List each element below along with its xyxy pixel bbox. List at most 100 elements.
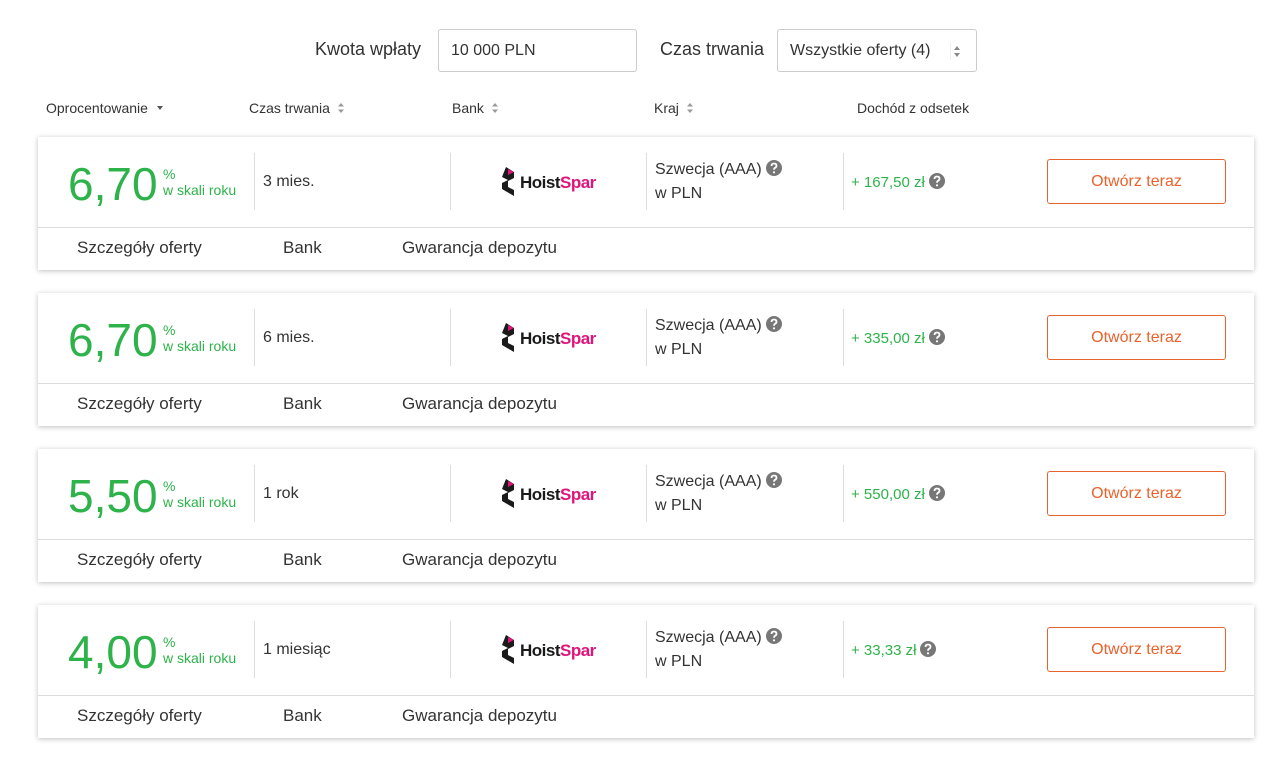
- offer-tab[interactable]: Gwarancja depozytu: [402, 550, 557, 569]
- offer-tab[interactable]: Bank: [283, 550, 322, 569]
- offer-tab[interactable]: Bank: [283, 706, 322, 725]
- column-header[interactable]: Kraj: [654, 100, 694, 116]
- sort-icon: [337, 103, 344, 113]
- column-divider: [843, 309, 844, 366]
- logo-text-hoist: Hoist: [520, 641, 561, 660]
- rate: 4,00: [68, 626, 158, 678]
- currency: w PLN: [655, 341, 703, 358]
- column-divider: [450, 309, 451, 366]
- offer-card: 6,70% w skali roku 6 mies. HoistSpar Szwecja…: [38, 293, 1254, 426]
- offer-tab[interactable]: Szczegóły oferty: [77, 394, 202, 413]
- bank-logo: HoistSpar: [500, 479, 600, 509]
- logo-mark: [502, 323, 514, 352]
- logo-mark: [502, 479, 514, 508]
- duration-value: Wszystkie oferty (4): [790, 42, 931, 59]
- offer-tab[interactable]: Bank: [283, 238, 322, 257]
- offer-tab[interactable]: Bank: [283, 394, 322, 413]
- column-header-text: Bank: [452, 100, 484, 116]
- currency: w PLN: [655, 497, 703, 514]
- logo-text: HoistSpar: [520, 173, 596, 193]
- column-header[interactable]: Oprocentowanie: [46, 100, 164, 116]
- term: 6 mies.: [263, 329, 315, 346]
- column-header[interactable]: Bank: [452, 100, 499, 116]
- column-header-text: Kraj: [654, 100, 679, 116]
- country-text: Szwecja (AAA): [655, 317, 762, 334]
- logo-text-spar: Spar: [560, 641, 596, 660]
- column-divider: [843, 465, 844, 522]
- help-icon: [928, 173, 945, 189]
- logo-text-hoist: Hoist: [520, 329, 561, 348]
- income: + 335,00 zł: [851, 329, 945, 347]
- offer-tab[interactable]: Gwarancja depozytu: [402, 238, 557, 257]
- amount-input[interactable]: 10 000 PLN: [438, 29, 637, 72]
- country: Szwecja (AAA): [655, 160, 782, 179]
- logo-mark: [502, 635, 514, 664]
- logo-text-hoist: Hoist: [520, 173, 561, 192]
- sort-icon: [491, 103, 498, 113]
- term: 1 rok: [263, 485, 299, 502]
- card-divider: [38, 227, 1254, 228]
- country: Szwecja (AAA): [655, 316, 782, 335]
- offer-tab[interactable]: Szczegóły oferty: [77, 550, 202, 569]
- help-icon: [765, 628, 782, 644]
- column-divider: [843, 153, 844, 210]
- rate-unit: %: [163, 634, 176, 650]
- offer-tab[interactable]: Gwarancja depozytu: [402, 706, 557, 725]
- income-text: + 550,00 zł: [851, 486, 925, 503]
- income-text: + 167,50 zł: [851, 174, 925, 191]
- income: + 33,33 zł: [851, 641, 937, 659]
- duration-select[interactable]: Wszystkie oferty (4): [777, 29, 977, 72]
- card-divider: [38, 539, 1254, 540]
- logo-mark: [502, 167, 514, 196]
- rate-period: w skali roku: [163, 494, 237, 510]
- income: + 550,00 zł: [851, 485, 945, 503]
- sort-icon: [686, 103, 693, 113]
- open-button[interactable]: Otwórz teraz: [1047, 159, 1226, 204]
- currency: w PLN: [655, 653, 703, 670]
- help-icon: [765, 160, 782, 176]
- currency: w PLN: [655, 185, 703, 202]
- help-icon: [928, 485, 945, 501]
- rate-period: w skali roku: [163, 182, 237, 198]
- income-text: + 33,33 zł: [851, 642, 917, 659]
- open-button[interactable]: Otwórz teraz: [1047, 627, 1226, 672]
- term: 3 mies.: [263, 173, 315, 190]
- offer-tab[interactable]: Gwarancja depozytu: [402, 394, 557, 413]
- logo-text-spar: Spar: [560, 173, 596, 192]
- column-divider: [254, 153, 255, 210]
- term: 1 miesiąc: [263, 641, 331, 658]
- column-divider: [843, 621, 844, 678]
- column-header: Dochód z odsetek: [857, 100, 969, 116]
- bank-logo: HoistSpar: [500, 323, 600, 353]
- country-text: Szwecja (AAA): [655, 473, 762, 490]
- column-divider: [254, 465, 255, 522]
- income-text: + 335,00 zł: [851, 330, 925, 347]
- logo-text: HoistSpar: [520, 329, 596, 349]
- rate-period: w skali roku: [163, 338, 237, 354]
- column-header-text: Dochód z odsetek: [857, 100, 970, 116]
- help-icon: [928, 329, 945, 345]
- open-button[interactable]: Otwórz teraz: [1047, 471, 1226, 516]
- offer-tab[interactable]: Szczegóły oferty: [77, 238, 202, 257]
- column-divider: [646, 621, 647, 678]
- column-divider: [450, 153, 451, 210]
- rate-unit: %: [163, 322, 176, 338]
- bank-logo: HoistSpar: [500, 167, 600, 197]
- income: + 167,50 zł: [851, 173, 945, 191]
- offer-tab[interactable]: Szczegóły oferty: [77, 706, 202, 725]
- logo-text-spar: Spar: [560, 485, 596, 504]
- column-header[interactable]: Czas trwania: [249, 100, 345, 116]
- logo-text-hoist: Hoist: [520, 485, 561, 504]
- open-button[interactable]: Otwórz teraz: [1047, 315, 1226, 360]
- column-divider: [646, 309, 647, 366]
- column-divider: [254, 621, 255, 678]
- column-header-text: Czas trwania: [249, 100, 330, 116]
- logo-text: HoistSpar: [520, 641, 596, 661]
- bank-logo: HoistSpar: [500, 635, 600, 665]
- rate: 6,70: [68, 158, 158, 210]
- column-divider: [450, 621, 451, 678]
- offer-card: 4,00% w skali roku 1 miesiąc HoistSpar Szwec…: [38, 605, 1254, 738]
- duration-label: Czas trwania: [660, 39, 765, 59]
